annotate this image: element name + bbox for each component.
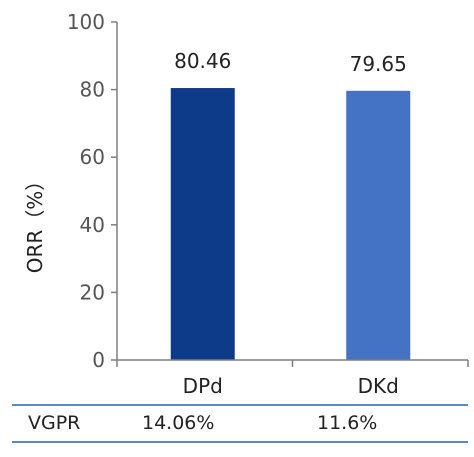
- y-axis-ticks: 0 20 40 60 80 100: [67, 10, 117, 372]
- y-tick-label: 80: [80, 78, 105, 102]
- bar-dpd: [170, 88, 235, 360]
- vgpr-row-label: VGPR: [28, 412, 81, 434]
- orr-bar-chart: 0 20 40 60 80 100 80.46 79.65 DPd DKd ORR（%）: [23, 10, 469, 398]
- data-label: 80.46: [174, 49, 231, 73]
- x-tick-label: DKd: [358, 374, 399, 398]
- vgpr-table: VGPR 14.06% 11.6%: [12, 404, 468, 443]
- data-label: 79.65: [350, 52, 407, 76]
- y-tick-label: 20: [80, 280, 105, 304]
- vgpr-value-dpd: 14.06%: [142, 412, 215, 434]
- y-axis-title: ORR（%）: [23, 171, 47, 274]
- y-tick-label: 40: [80, 213, 105, 237]
- y-tick-label: 100: [67, 10, 105, 34]
- x-tick-label: DPd: [183, 374, 223, 398]
- y-tick-label: 60: [80, 145, 105, 169]
- bars: 80.46 79.65: [170, 49, 411, 361]
- vgpr-value-dkd: 11.6%: [317, 412, 378, 434]
- bar-dkd: [346, 90, 411, 361]
- y-tick-label: 0: [92, 348, 105, 372]
- x-axis-ticks: DPd DKd: [116, 360, 469, 398]
